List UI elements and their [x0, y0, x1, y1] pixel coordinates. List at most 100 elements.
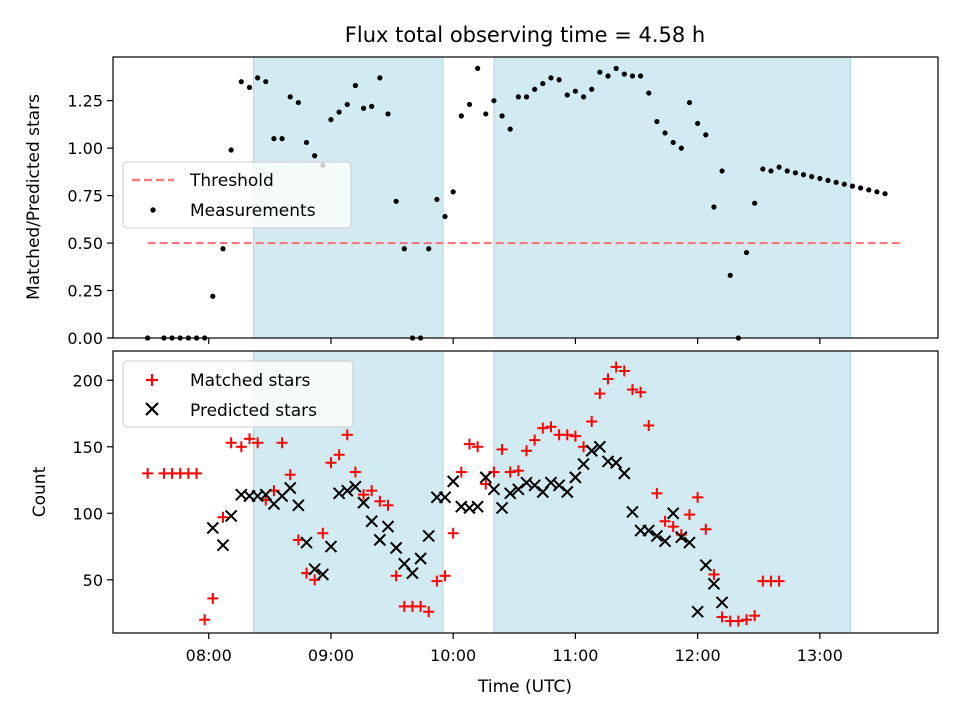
measurement-point: [776, 164, 782, 170]
chart-title: Flux total observing time = 4.58 h: [345, 23, 705, 47]
matched-legend-swatch: [146, 374, 158, 386]
matched-point: [716, 611, 728, 623]
top-panel-y-axis-label: Matched/Predicted stars: [24, 94, 44, 300]
measurement-point: [279, 136, 285, 142]
y-tick-label: 1.25: [67, 92, 103, 111]
predicted-point: [292, 499, 305, 512]
measurement-point: [220, 246, 226, 252]
predicted-point: [216, 539, 230, 552]
matched-point: [292, 534, 304, 546]
matched-point: [423, 606, 435, 618]
matched-point: [651, 487, 663, 499]
measurement-point: [857, 185, 864, 191]
measurement-point: [442, 213, 448, 220]
threshold-legend-label: Threshold: [189, 171, 274, 191]
predicted-point: [683, 536, 696, 549]
matched-point: [390, 570, 402, 582]
matched-point: [561, 429, 573, 441]
measurement-point: [564, 92, 570, 98]
matched-point: [415, 600, 427, 612]
matched-point: [284, 469, 296, 481]
measurement-point: [548, 75, 554, 81]
predicted-point: [512, 483, 525, 496]
matched-point: [366, 485, 378, 497]
y-tick-label: 1.00: [67, 139, 103, 158]
measurement-point: [703, 132, 709, 138]
measurement-point: [540, 80, 546, 87]
measurement-point: [833, 179, 839, 185]
measurement-point: [637, 73, 644, 79]
matched-point: [732, 615, 744, 627]
predicted-point: [365, 515, 378, 528]
predicted-point: [349, 480, 362, 493]
measurement-point: [882, 191, 888, 197]
matched-point: [276, 437, 288, 449]
y-tick-label: 150: [72, 438, 103, 457]
predicted-point: [224, 509, 238, 523]
measurement-point: [743, 249, 750, 256]
measurement-point: [711, 204, 717, 210]
predicted-point: [414, 552, 427, 565]
predicted-point: [552, 479, 566, 492]
matched-point: [537, 422, 549, 434]
matched-stars-points: [142, 361, 785, 627]
matched-point: [708, 568, 720, 580]
measurement-point: [458, 113, 464, 119]
measurement-point: [393, 198, 399, 204]
measurement-point: [466, 101, 473, 108]
matched-point: [626, 384, 638, 396]
measurement-point: [678, 145, 684, 151]
predicted-point: [569, 471, 582, 484]
measurement-point: [328, 117, 334, 123]
bottom-panel-y-ticks: 50 100 150 200: [72, 371, 113, 590]
measurement-point: [344, 101, 350, 108]
measurement-point: [727, 272, 733, 278]
y-tick-label: 0.50: [67, 234, 103, 253]
matched-point: [643, 419, 655, 431]
measurement-point: [825, 177, 831, 184]
predicted-point: [715, 596, 729, 609]
matched-point: [207, 592, 219, 604]
measurement-point: [377, 75, 383, 81]
predicted-point: [528, 479, 541, 492]
y-tick-label: 200: [72, 371, 103, 390]
measurement-point: [629, 73, 636, 79]
predicted-point: [642, 524, 655, 537]
matched-point: [374, 495, 386, 507]
measurement-point: [580, 94, 587, 100]
measurement-point: [238, 79, 244, 85]
y-tick-label: 0.00: [67, 329, 103, 348]
predicted-point: [284, 481, 297, 495]
predicted-point: [585, 444, 598, 457]
predicted-point: [438, 491, 452, 504]
measurement-point: [597, 69, 603, 75]
matched-legend-label: Matched stars: [190, 371, 310, 391]
measurement-point: [401, 246, 407, 252]
matched-point: [504, 466, 516, 478]
measurement-point: [360, 105, 367, 111]
measurement-point: [434, 196, 440, 202]
measurement-point: [499, 113, 505, 119]
predicted-stars-points: [206, 440, 729, 618]
predicted-point: [577, 457, 590, 471]
measurement-point: [295, 99, 301, 106]
predicted-point: [308, 562, 321, 576]
predicted-point: [593, 440, 607, 453]
matched-point: [317, 527, 329, 539]
measurement-point: [426, 246, 432, 252]
predicted-point: [316, 568, 330, 581]
matched-point: [235, 441, 247, 453]
predicted-point: [609, 456, 623, 469]
predicted-point: [618, 467, 631, 480]
x-tick-label: 12:00: [675, 646, 721, 665]
matched-point: [594, 388, 606, 400]
x-tick-label: 08:00: [186, 646, 232, 665]
measurement-point: [271, 136, 277, 142]
predicted-point: [373, 533, 387, 547]
matched-point: [455, 466, 467, 478]
measurement-point: [532, 86, 538, 92]
x-axis-label: Time (UTC): [477, 677, 572, 697]
predicted-point: [626, 505, 639, 519]
matched-point: [382, 499, 394, 511]
